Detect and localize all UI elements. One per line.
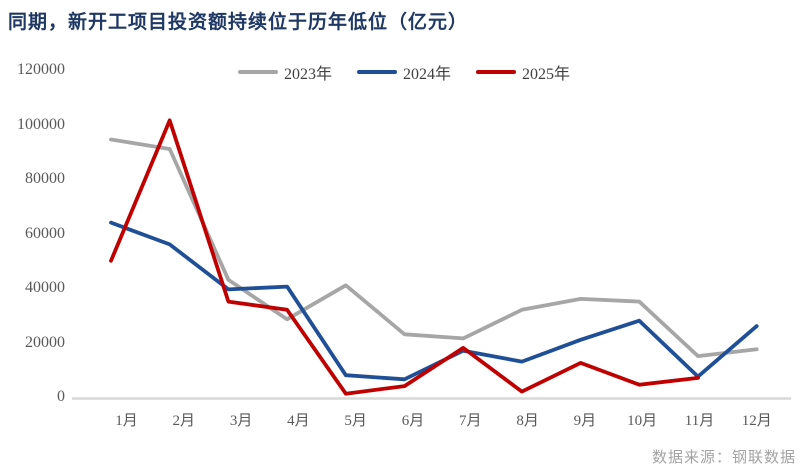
legend-line-swatch <box>356 70 397 74</box>
legend-item-2025年: 2025年 <box>476 60 570 84</box>
x-tick-label: 7月 <box>459 413 482 429</box>
legend-label: 2023年 <box>283 66 332 83</box>
legend-line-swatch <box>237 70 278 74</box>
legend-line-swatch <box>476 70 516 74</box>
legend-label: 2024年 <box>402 66 451 83</box>
chart-legend: 2023年 2024年 2025年 <box>0 60 808 84</box>
legend-item-2023年: 2023年 <box>237 60 332 84</box>
y-tick-label: 120000 <box>17 61 65 78</box>
x-tick-label: 4月 <box>287 413 310 429</box>
legend-label: 2025年 <box>522 66 571 83</box>
x-tick-label: 1月 <box>115 413 138 429</box>
chart-title: 同期，新开工项目投资额持续位于历年低位（亿元） <box>8 12 469 33</box>
x-tick-label: 6月 <box>401 413 425 429</box>
y-tick-label: 80000 <box>25 170 65 187</box>
x-tick-label: 12月 <box>741 413 772 429</box>
x-tick-label: 11月 <box>684 413 715 429</box>
series-line-2023年 <box>109 137 759 359</box>
y-tick-label: 100000 <box>17 115 65 133</box>
x-tick-label: 5月 <box>344 413 367 429</box>
x-tick-label: 9月 <box>573 413 597 429</box>
series-line-2025年 <box>109 118 700 396</box>
legend-item-2024年: 2024年 <box>356 60 451 84</box>
data-source: 数据来源：钢联数据 <box>651 450 796 466</box>
x-tick-label: 3月 <box>229 413 253 429</box>
series-line-2024年 <box>109 220 759 382</box>
x-tick-label: 8月 <box>516 413 539 429</box>
y-tick-label: 20000 <box>25 333 65 351</box>
x-tick-label: 10月 <box>627 413 658 429</box>
y-tick-label: 60000 <box>25 224 65 242</box>
y-tick-label: 0 <box>57 388 65 405</box>
y-tick-label: 40000 <box>25 279 65 296</box>
x-tick-label: 2月 <box>172 413 196 429</box>
